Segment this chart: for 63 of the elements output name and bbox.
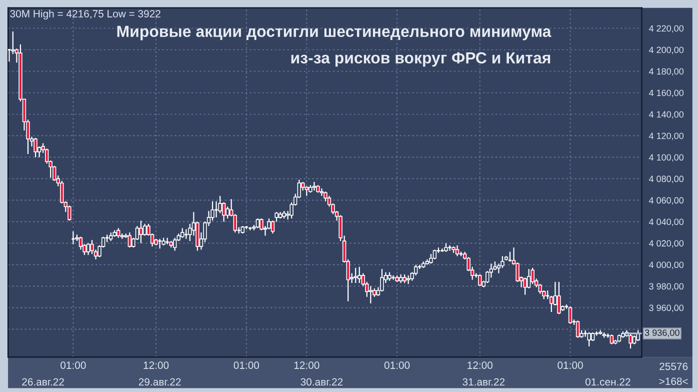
y-tick-label: 4 200,00: [648, 46, 684, 54]
y-tick-label: 4 220,00: [648, 25, 684, 33]
x-tick-label: 12:00: [144, 362, 169, 369]
x-tick-label: 30.авг.22: [300, 378, 343, 386]
ref-line-label: 3 936,00: [644, 330, 680, 337]
x-tick-label: 01:00: [558, 362, 583, 369]
candlestick: [304, 186, 309, 196]
y-tick-label: 4 080,00: [648, 176, 684, 184]
annotation: 30M High = 4216,75 Low = 3922: [10, 10, 160, 20]
candlestick: [8, 49, 12, 62]
x-tick-label: 26.авг.22: [22, 378, 64, 386]
candlestick: [530, 267, 534, 285]
candlestick: [455, 244, 460, 257]
candlestick: [478, 274, 482, 287]
x-tick-label: 01:00: [60, 362, 86, 369]
candlestick: [432, 249, 437, 260]
candlestick: [587, 332, 591, 347]
candlestick: [557, 281, 561, 315]
candlestick: [368, 286, 373, 304]
candlestick: [628, 332, 632, 350]
y-tick-label: 4 000,00: [648, 262, 684, 270]
x-tick-label: 31.авг.22: [462, 378, 505, 386]
candlestick: [86, 242, 90, 256]
x-tick-label: 01.сен.22: [585, 378, 630, 386]
candlestick: [354, 267, 358, 284]
candlestick: [173, 237, 177, 252]
candlestick: [523, 277, 527, 296]
x-tick-label: 12:00: [294, 362, 320, 369]
candlestick: [214, 200, 218, 218]
text: 25576: [660, 362, 688, 370]
y-tick-label: 4 060,00: [648, 197, 684, 205]
y-tick-label: 3 980,00: [649, 283, 684, 291]
candlestick: [180, 228, 184, 238]
candlestick: [380, 268, 384, 292]
y-tick-label: 4 120,00: [648, 132, 684, 140]
text: Мировые акции достигли шестинедельного минимума из-за рисков вокруг ФРС и Китая: [117, 26, 552, 67]
candlestick: [274, 211, 278, 222]
candlestick: [610, 334, 614, 345]
candlestick: [568, 306, 572, 324]
x-tick-label: 01:00: [234, 362, 260, 369]
candlestick: [576, 320, 580, 338]
y-tick-label: 4 040,00: [648, 218, 684, 226]
y-tick-label: 4 180,00: [648, 68, 684, 76]
candlestick: [270, 220, 275, 234]
text: >168<: [659, 378, 688, 385]
y-tick-label: 4 140,00: [648, 111, 684, 119]
candlestick: [116, 228, 120, 238]
y-tick-label: 4 020,00: [648, 240, 684, 248]
candlestick: [68, 205, 72, 222]
y-tick-label: 4 100,00: [648, 154, 684, 162]
x-tick-label: 12:00: [468, 362, 493, 369]
candlestick: [128, 232, 132, 248]
candlestick: [429, 253, 433, 264]
x-tick-label: 29.авг.22: [138, 378, 181, 386]
y-tick-label: 3 960,00: [649, 304, 684, 312]
x-tick-label: 01:00: [384, 362, 410, 369]
candlestick: [358, 266, 362, 284]
candlestick: [218, 195, 222, 214]
candlestick: [256, 218, 260, 229]
candlestick: [34, 137, 38, 158]
candlestick: [508, 251, 512, 262]
candlestick: [139, 220, 143, 244]
y-tick-label: 4 160,00: [648, 90, 684, 98]
